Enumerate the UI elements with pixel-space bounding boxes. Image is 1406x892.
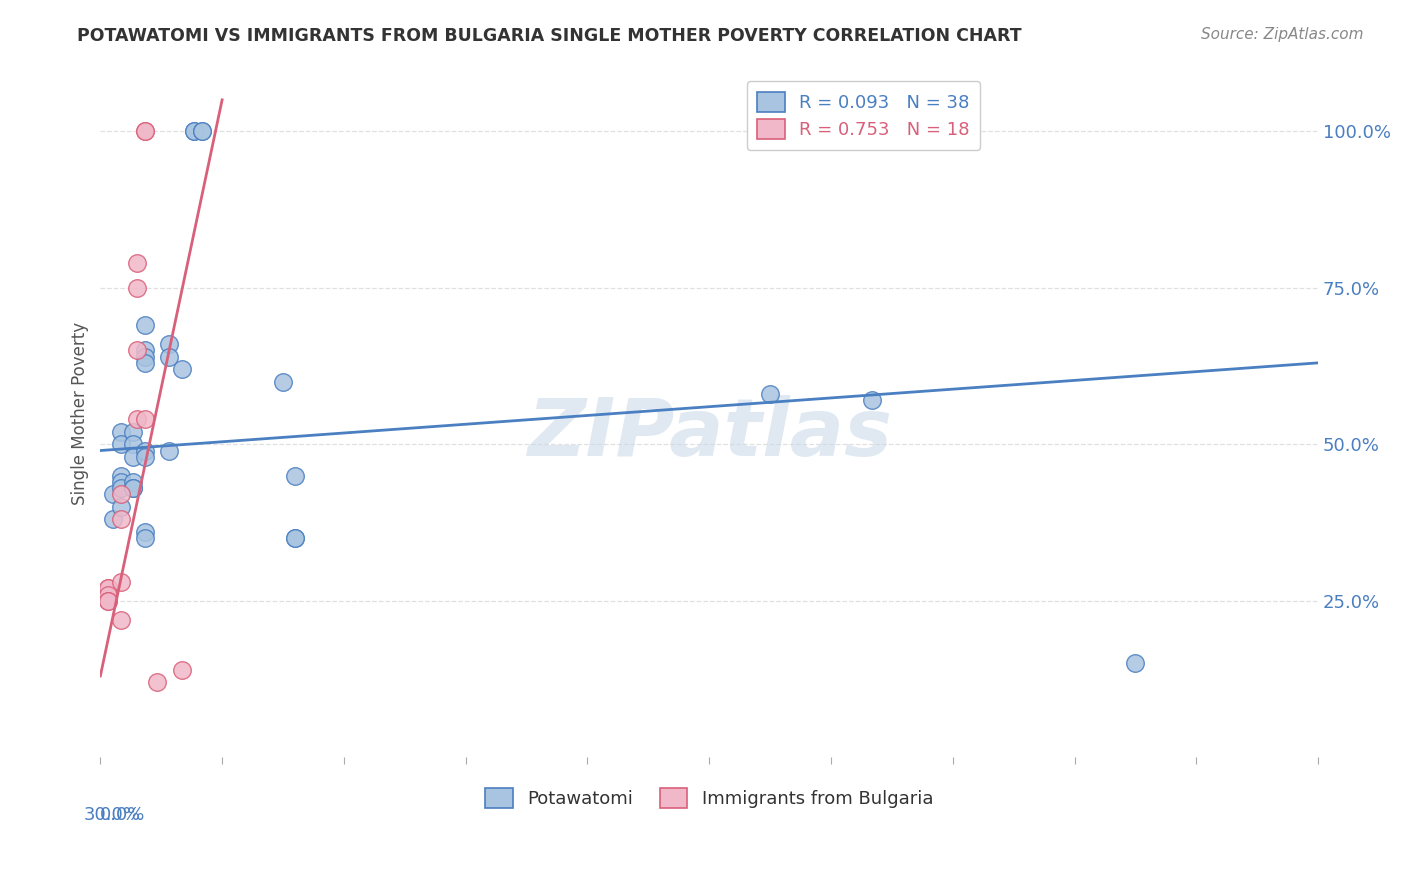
Text: Source: ZipAtlas.com: Source: ZipAtlas.com xyxy=(1201,27,1364,42)
Point xyxy=(134,343,156,358)
Point xyxy=(110,500,132,514)
Point xyxy=(121,475,143,489)
Point xyxy=(125,281,148,295)
Point xyxy=(146,675,169,690)
Point xyxy=(110,481,132,495)
Point xyxy=(125,343,148,358)
Point xyxy=(157,443,180,458)
Point xyxy=(860,393,883,408)
Point xyxy=(121,481,143,495)
Point xyxy=(134,443,156,458)
Point xyxy=(183,124,205,138)
Point xyxy=(271,375,294,389)
Point xyxy=(134,450,156,464)
Point xyxy=(191,124,214,138)
Text: ZIPatlas: ZIPatlas xyxy=(527,394,891,473)
Y-axis label: Single Mother Poverty: Single Mother Poverty xyxy=(72,321,89,505)
Point xyxy=(125,412,148,426)
Point xyxy=(121,481,143,495)
Point xyxy=(101,487,124,501)
Point xyxy=(110,437,132,451)
Point xyxy=(170,362,193,376)
Point xyxy=(134,124,156,138)
Point xyxy=(97,582,120,596)
Point xyxy=(134,531,156,545)
Point xyxy=(97,594,120,608)
Point xyxy=(110,425,132,439)
Point xyxy=(759,387,782,401)
Point xyxy=(121,437,143,451)
Point xyxy=(134,124,156,138)
Point xyxy=(97,594,120,608)
Point xyxy=(97,582,120,596)
Point xyxy=(97,588,120,602)
Point xyxy=(170,663,193,677)
Point xyxy=(110,575,132,590)
Point xyxy=(125,255,148,269)
Point xyxy=(134,356,156,370)
Point xyxy=(134,524,156,539)
Point xyxy=(121,450,143,464)
Point xyxy=(134,350,156,364)
Point xyxy=(121,425,143,439)
Legend: Potawatomi, Immigrants from Bulgaria: Potawatomi, Immigrants from Bulgaria xyxy=(477,780,942,817)
Point xyxy=(110,468,132,483)
Point xyxy=(101,512,124,526)
Point xyxy=(942,124,965,138)
Point xyxy=(284,468,307,483)
Point xyxy=(110,487,132,501)
Point xyxy=(284,531,307,545)
Point xyxy=(110,613,132,627)
Point xyxy=(183,124,205,138)
Point xyxy=(157,350,180,364)
Point xyxy=(110,512,132,526)
Point xyxy=(134,412,156,426)
Point xyxy=(191,124,214,138)
Point xyxy=(110,475,132,489)
Point xyxy=(284,531,307,545)
Point xyxy=(1125,657,1147,671)
Text: POTAWATOMI VS IMMIGRANTS FROM BULGARIA SINGLE MOTHER POVERTY CORRELATION CHART: POTAWATOMI VS IMMIGRANTS FROM BULGARIA S… xyxy=(77,27,1022,45)
Text: 0.0%: 0.0% xyxy=(100,805,146,823)
Point xyxy=(134,318,156,333)
Text: 30.0%: 30.0% xyxy=(84,805,141,823)
Point xyxy=(157,337,180,351)
